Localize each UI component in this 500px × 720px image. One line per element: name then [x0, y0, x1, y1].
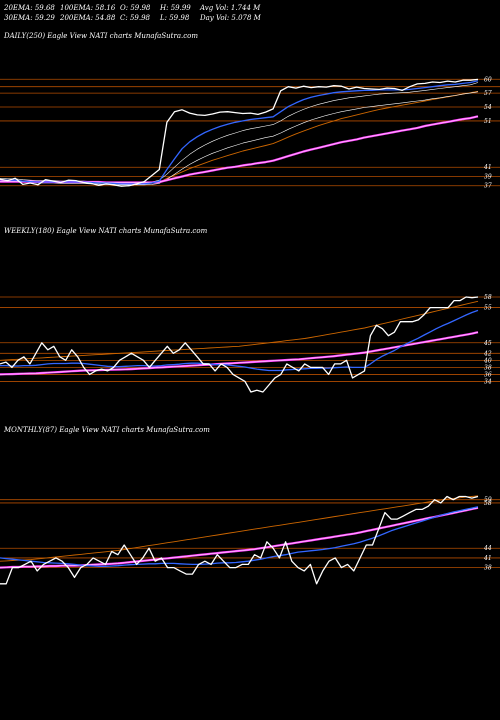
- stat-200ema: 200EMA: 54.88: [59, 14, 116, 22]
- stat-close: C: 59.98: [120, 14, 151, 22]
- stat-open: O: 59.98: [120, 4, 151, 12]
- monthly-ytick: 41: [483, 555, 492, 562]
- weekly-ytick: 36: [484, 371, 492, 378]
- daily-ytick: 41: [483, 164, 492, 171]
- weekly-orange-line: [0, 300, 479, 361]
- daily-ema-long-line: [0, 115, 479, 184]
- stat-low: L: 59.98: [159, 14, 190, 22]
- weekly-ytick: 38: [484, 364, 492, 371]
- daily-ytick: 60: [484, 76, 492, 83]
- weekly-ema-short-line: [0, 309, 479, 372]
- monthly-ytick: 58: [484, 500, 492, 507]
- daily-ytick: 51: [484, 118, 492, 125]
- stat-avg-vol: Avg Vol: 1.744 M: [199, 4, 261, 12]
- daily-panel-title: DAILY(250) Eagle View NATI charts Munafa…: [3, 32, 198, 40]
- weekly-price-line: [0, 296, 479, 393]
- weekly-ytick: 55: [484, 305, 492, 312]
- weekly-ytick: 58: [484, 294, 492, 301]
- weekly-ema-long-highlight: [0, 331, 479, 375]
- monthly-ema-short-line: [0, 506, 479, 568]
- daily-ytick: 37: [484, 183, 492, 190]
- daily-ema-long-highlight: [0, 116, 479, 183]
- stat-high: H: 59.99: [159, 4, 191, 12]
- daily-orange-line: [0, 90, 479, 184]
- daily-ytick: 57: [484, 90, 492, 97]
- monthly-price-line: [0, 495, 479, 585]
- weekly-ytick: 42: [483, 350, 492, 357]
- weekly-panel-title: WEEKLY(180) Eagle View NATI charts Munaf…: [4, 227, 208, 235]
- daily-ema-short-line: [0, 80, 479, 185]
- daily-ytick: 39: [484, 173, 492, 180]
- stat-20ema: 20EMA: 59.68: [3, 4, 55, 12]
- monthly-ytick: 59: [484, 497, 492, 504]
- stat-30ema: 30EMA: 59.29: [4, 14, 55, 22]
- daily-price-line: [0, 78, 479, 187]
- monthly-ytick: 38: [484, 565, 492, 572]
- stat-100ema: 100EMA: 58.16: [60, 4, 116, 12]
- weekly-ytick: 40: [483, 357, 492, 364]
- monthly-ytick: 44: [483, 545, 492, 552]
- weekly-ytick: 34: [484, 378, 492, 385]
- monthly-ema-long-line: [0, 506, 479, 569]
- daily-ytick: 54: [484, 104, 492, 111]
- header-stats: 20EMA: 59.68 100EMA: 58.16 O: 59.98 H: 5…: [3, 4, 262, 22]
- daily-band-upper-line: [0, 82, 479, 184]
- monthly-ema-long-highlight: [0, 507, 479, 568]
- weekly-ytick: 45: [483, 340, 492, 347]
- daily-band-lower-line: [0, 91, 479, 186]
- monthly-orange-line: [0, 495, 479, 562]
- monthly-panel-title: MONTHLY(87) Eagle View NATI charts Munaf…: [3, 426, 210, 434]
- stat-day-vol: Day Vol: 5.078 M: [199, 14, 262, 22]
